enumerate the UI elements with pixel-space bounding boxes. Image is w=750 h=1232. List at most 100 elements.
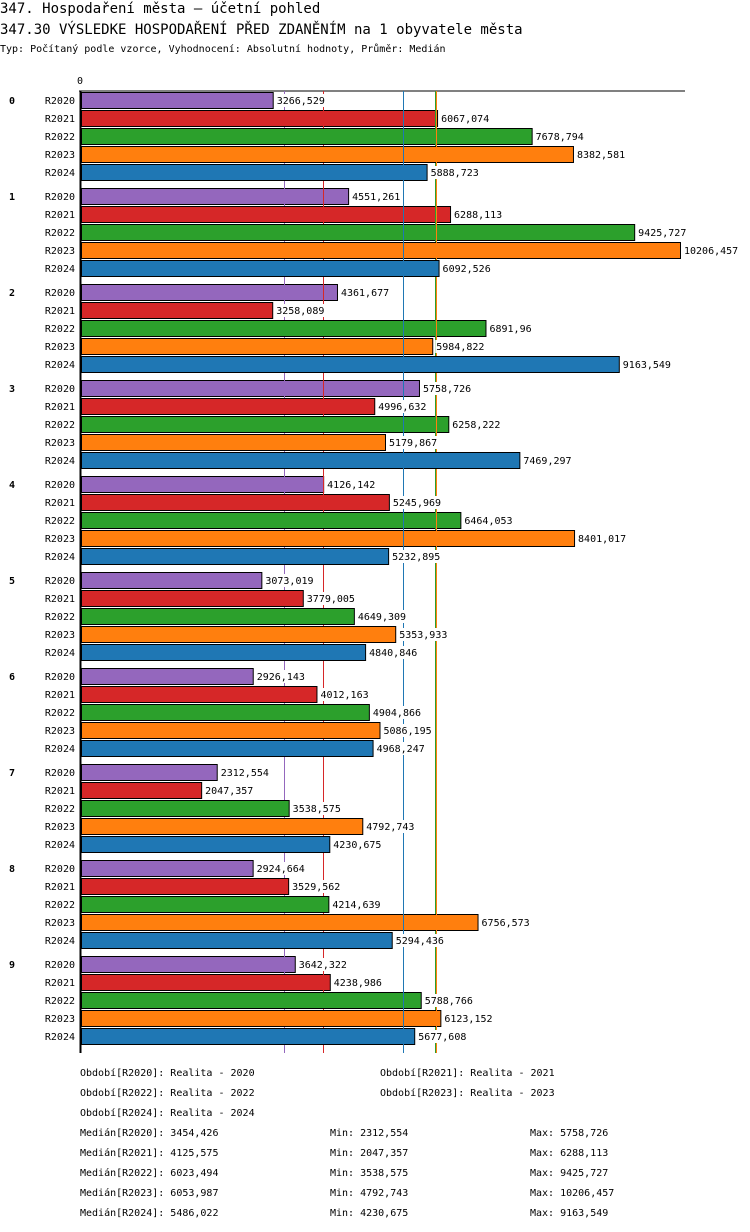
bar-r2020 bbox=[81, 572, 263, 589]
value-label-bg bbox=[522, 454, 574, 467]
value-label: 4126,142 bbox=[327, 480, 375, 491]
bar-r2022 bbox=[81, 704, 370, 721]
series-label: R2022 bbox=[45, 516, 75, 527]
bar-r2021 bbox=[81, 782, 203, 799]
bar-r2021 bbox=[81, 302, 274, 319]
series-label: R2021 bbox=[45, 978, 75, 989]
bar-r2020 bbox=[81, 380, 420, 397]
value-label-bg bbox=[429, 166, 481, 179]
value-label: 5245,969 bbox=[393, 498, 441, 509]
series-label: R2022 bbox=[45, 132, 75, 143]
value-label: 6067,074 bbox=[441, 114, 489, 125]
bar-r2022 bbox=[81, 800, 290, 817]
value-label-bg bbox=[480, 916, 532, 929]
stat-min-r2024: Min: 4230,675 bbox=[330, 1208, 409, 1219]
page-title: 347. Hospodaření města – účetní pohled bbox=[0, 1, 321, 17]
series-label: R2023 bbox=[45, 726, 75, 737]
bar-r2024 bbox=[81, 836, 331, 853]
value-label-bg bbox=[488, 322, 534, 335]
value-label: 2312,554 bbox=[221, 768, 269, 779]
series-label: R2023 bbox=[45, 822, 75, 833]
stat-min-r2023: Min: 4792,743 bbox=[330, 1188, 409, 1199]
series-label: R2020 bbox=[45, 192, 75, 203]
value-label: 9425,727 bbox=[638, 228, 686, 239]
value-label-bg bbox=[332, 838, 384, 851]
value-label: 2047,357 bbox=[205, 786, 253, 797]
value-label: 8382,581 bbox=[577, 150, 625, 161]
value-label-bg bbox=[255, 670, 307, 683]
bar-r2023 bbox=[81, 914, 479, 931]
series-label: R2021 bbox=[45, 402, 75, 413]
series-label: R2023 bbox=[45, 534, 75, 545]
value-label: 2926,143 bbox=[257, 672, 305, 683]
value-label: 6891,96 bbox=[489, 324, 531, 335]
series-label: R2022 bbox=[45, 420, 75, 431]
category-label: 6 bbox=[9, 672, 15, 683]
value-label: 4904,866 bbox=[373, 708, 421, 719]
series-label: R2024 bbox=[45, 744, 75, 755]
bar-r2020 bbox=[81, 668, 254, 685]
bar-r2024 bbox=[81, 740, 374, 757]
value-label-bg bbox=[387, 436, 439, 449]
series-label: R2024 bbox=[45, 264, 75, 275]
value-label-bg bbox=[377, 400, 429, 413]
series-label: R2023 bbox=[45, 150, 75, 161]
series-label: R2024 bbox=[45, 936, 75, 947]
value-label: 3266,529 bbox=[277, 96, 325, 107]
value-label: 6464,053 bbox=[464, 516, 512, 527]
category-label: 0 bbox=[9, 96, 15, 107]
series-label: R2021 bbox=[45, 210, 75, 221]
value-label-bg bbox=[219, 766, 271, 779]
bar-r2020 bbox=[81, 284, 338, 301]
value-label: 5984,822 bbox=[436, 342, 484, 353]
stat-min-r2021: Min: 2047,357 bbox=[330, 1148, 409, 1159]
bar-r2022 bbox=[81, 992, 422, 1009]
series-label: R2022 bbox=[45, 324, 75, 335]
series-label: R2023 bbox=[45, 918, 75, 929]
value-label: 4012,163 bbox=[320, 690, 368, 701]
bar-r2023 bbox=[81, 242, 681, 259]
value-label-bg bbox=[435, 340, 487, 353]
series-label: R2021 bbox=[45, 786, 75, 797]
chart-title: 347.30 VÝSLEDKE HOSPODAŘENÍ PŘED ZDANĚNÍ… bbox=[0, 22, 523, 38]
category-label: 3 bbox=[9, 384, 15, 395]
value-label: 4551,261 bbox=[352, 192, 400, 203]
value-label-bg bbox=[351, 190, 402, 203]
value-label: 4214,639 bbox=[332, 900, 380, 911]
value-label: 4361,677 bbox=[341, 288, 389, 299]
bar-r2021 bbox=[81, 398, 376, 415]
value-label: 6756,573 bbox=[482, 918, 530, 929]
series-label: R2020 bbox=[45, 672, 75, 683]
bar-r2024 bbox=[81, 452, 521, 469]
bar-r2020 bbox=[81, 188, 350, 205]
value-label: 4840,846 bbox=[369, 648, 417, 659]
value-label: 3258,089 bbox=[276, 306, 324, 317]
value-label: 3779,005 bbox=[307, 594, 355, 605]
value-label: 5179,867 bbox=[389, 438, 437, 449]
value-label-bg bbox=[534, 130, 586, 143]
category-label: 4 bbox=[9, 480, 15, 491]
series-label: R2024 bbox=[45, 840, 75, 851]
bar-r2021 bbox=[81, 110, 439, 127]
stat-median-r2021: Medián[R2021]: 4125,575 bbox=[80, 1148, 219, 1159]
value-label-bg bbox=[375, 742, 427, 755]
chart-meta: Typ: Počítaný podle vzorce, Vyhodnocení:… bbox=[0, 44, 446, 55]
value-label-bg bbox=[305, 592, 357, 605]
series-label: R2023 bbox=[45, 630, 75, 641]
value-label: 5353,933 bbox=[399, 630, 447, 641]
value-label-bg bbox=[451, 418, 503, 431]
stat-median-r2022: Medián[R2022]: 6023,494 bbox=[80, 1168, 219, 1179]
value-label: 6258,222 bbox=[452, 420, 500, 431]
value-label: 5232,895 bbox=[392, 552, 440, 563]
series-label: R2022 bbox=[45, 612, 75, 623]
stat-median-r2024: Medián[R2024]: 5486,022 bbox=[80, 1208, 219, 1219]
bar-r2024 bbox=[81, 644, 367, 661]
stat-median-r2020: Medián[R2020]: 3454,426 bbox=[80, 1128, 219, 1139]
value-label-bg bbox=[371, 706, 423, 719]
series-label: R2021 bbox=[45, 690, 75, 701]
value-label-bg bbox=[637, 226, 688, 239]
bar-r2020 bbox=[81, 476, 325, 493]
value-label-bg bbox=[204, 784, 255, 797]
bar-r2024 bbox=[81, 164, 428, 181]
series-label: R2020 bbox=[45, 480, 75, 491]
